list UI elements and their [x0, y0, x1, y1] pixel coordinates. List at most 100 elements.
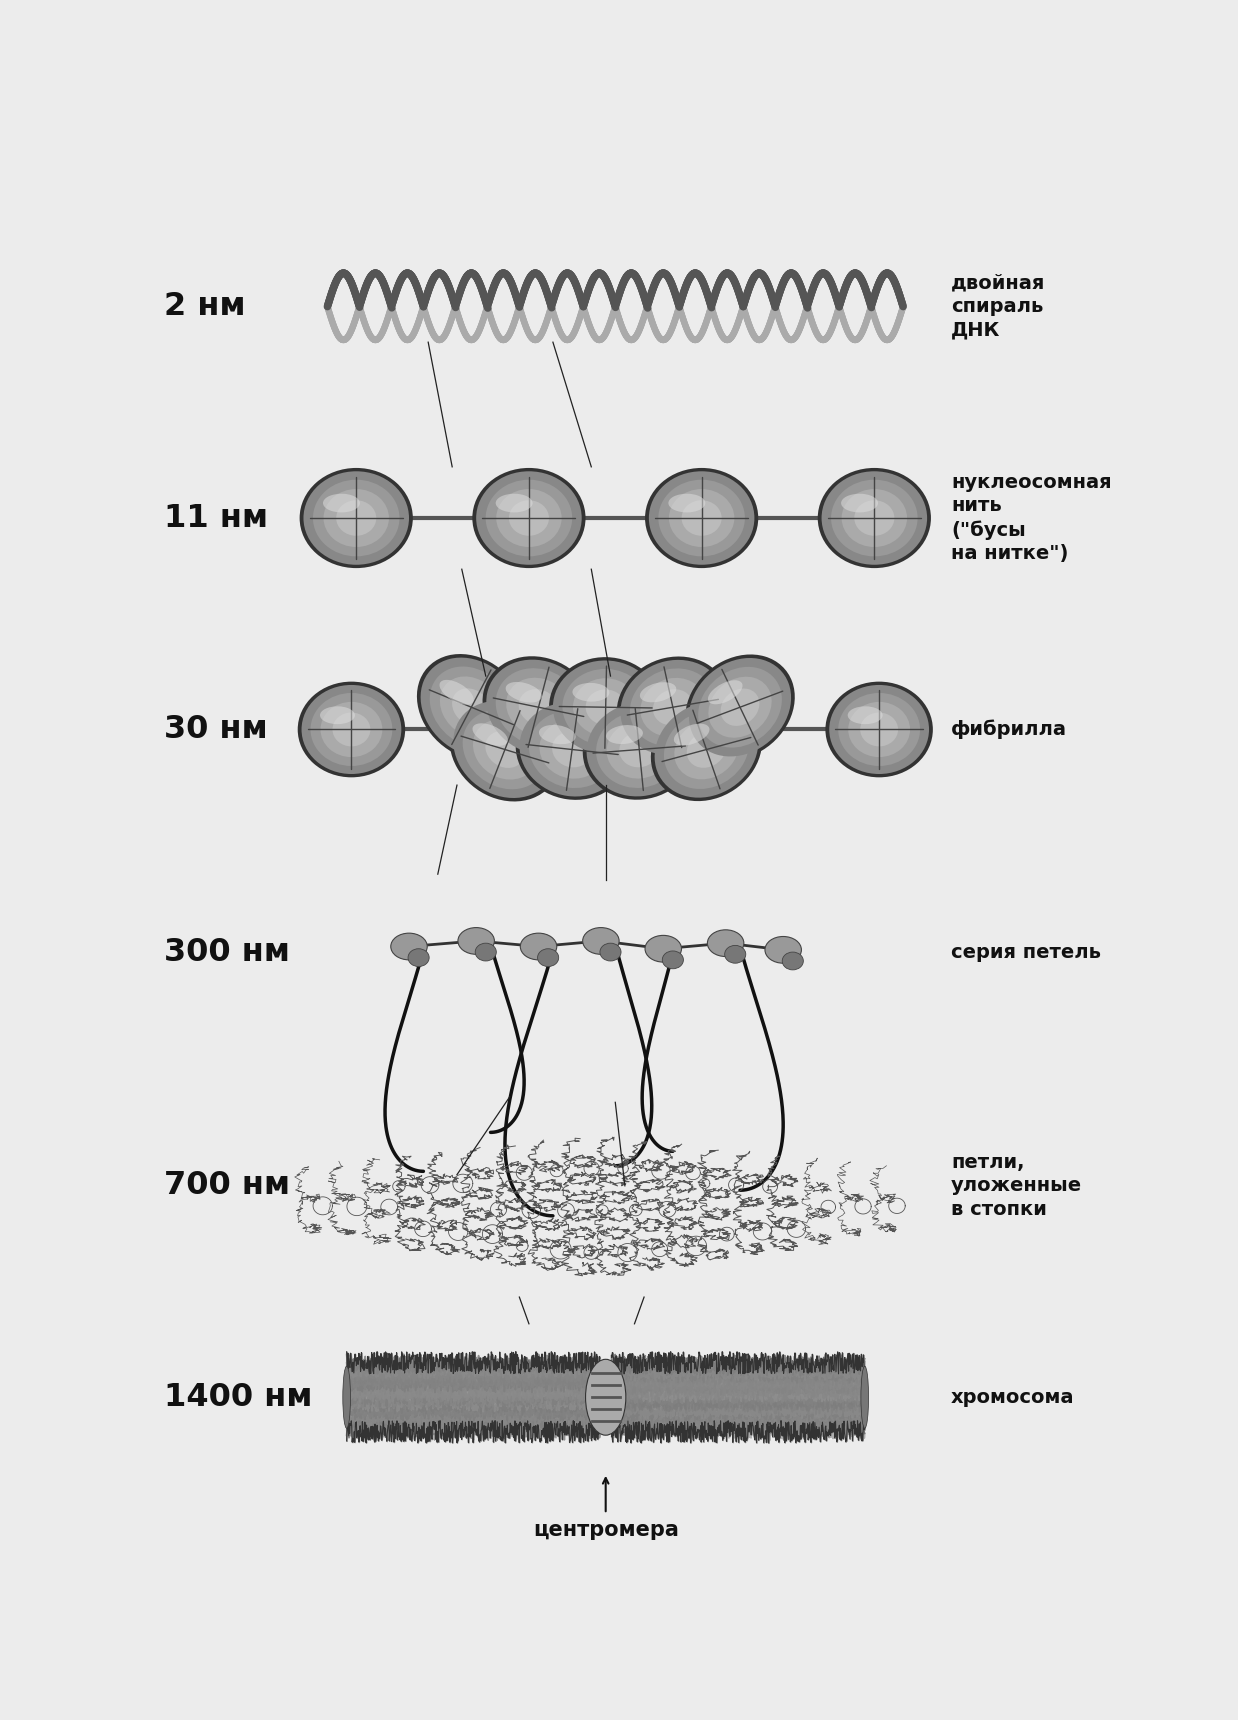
- Ellipse shape: [818, 468, 931, 568]
- Ellipse shape: [473, 468, 586, 568]
- Ellipse shape: [838, 693, 920, 765]
- Ellipse shape: [473, 724, 508, 746]
- Ellipse shape: [673, 724, 709, 745]
- Ellipse shape: [595, 710, 682, 788]
- Ellipse shape: [607, 726, 643, 745]
- Ellipse shape: [572, 683, 609, 702]
- Ellipse shape: [463, 710, 547, 789]
- Ellipse shape: [662, 951, 683, 968]
- Ellipse shape: [848, 702, 910, 757]
- Ellipse shape: [854, 501, 894, 537]
- Ellipse shape: [303, 471, 409, 564]
- Ellipse shape: [645, 936, 681, 961]
- Ellipse shape: [587, 703, 692, 796]
- Ellipse shape: [297, 681, 405, 777]
- Ellipse shape: [848, 707, 883, 724]
- Ellipse shape: [607, 721, 672, 779]
- Ellipse shape: [439, 676, 503, 738]
- Ellipse shape: [300, 468, 412, 568]
- Text: 2 нм: 2 нм: [165, 291, 246, 322]
- Ellipse shape: [485, 731, 525, 767]
- Ellipse shape: [495, 494, 532, 513]
- Ellipse shape: [409, 949, 430, 967]
- Ellipse shape: [323, 494, 360, 513]
- Ellipse shape: [669, 494, 706, 513]
- Ellipse shape: [826, 681, 933, 777]
- Text: фибрилла: фибрилла: [951, 719, 1067, 740]
- Ellipse shape: [537, 949, 558, 967]
- Ellipse shape: [562, 669, 649, 745]
- Ellipse shape: [708, 681, 743, 703]
- Ellipse shape: [860, 1366, 869, 1428]
- Ellipse shape: [323, 488, 389, 547]
- Ellipse shape: [630, 669, 716, 746]
- Ellipse shape: [540, 721, 604, 779]
- Ellipse shape: [520, 702, 625, 796]
- Ellipse shape: [321, 702, 383, 757]
- Text: 30 нм: 30 нм: [165, 714, 269, 745]
- Ellipse shape: [707, 931, 744, 956]
- Ellipse shape: [458, 927, 494, 955]
- Ellipse shape: [675, 719, 739, 779]
- Ellipse shape: [311, 693, 392, 765]
- Ellipse shape: [608, 1366, 615, 1428]
- Ellipse shape: [645, 468, 758, 568]
- Ellipse shape: [539, 724, 576, 745]
- Ellipse shape: [640, 683, 676, 702]
- Ellipse shape: [417, 654, 526, 760]
- Ellipse shape: [687, 731, 727, 767]
- Ellipse shape: [583, 927, 619, 955]
- Ellipse shape: [765, 936, 801, 963]
- Ellipse shape: [495, 667, 582, 746]
- Ellipse shape: [669, 488, 734, 547]
- Ellipse shape: [319, 707, 355, 724]
- Ellipse shape: [686, 655, 795, 760]
- Ellipse shape: [483, 657, 594, 759]
- Text: 1400 нм: 1400 нм: [165, 1381, 313, 1412]
- Ellipse shape: [842, 488, 907, 547]
- Text: двойная
спираль
ДНК: двойная спираль ДНК: [951, 273, 1045, 339]
- Ellipse shape: [651, 698, 763, 802]
- Text: 11 нм: 11 нм: [165, 502, 269, 533]
- Ellipse shape: [496, 488, 562, 547]
- Ellipse shape: [529, 710, 615, 788]
- Ellipse shape: [586, 690, 625, 726]
- Ellipse shape: [831, 480, 917, 556]
- Ellipse shape: [573, 678, 639, 736]
- Ellipse shape: [520, 934, 557, 960]
- Ellipse shape: [597, 1366, 604, 1428]
- Ellipse shape: [550, 657, 662, 757]
- Ellipse shape: [664, 710, 749, 789]
- Ellipse shape: [487, 660, 591, 755]
- Ellipse shape: [302, 685, 401, 774]
- Ellipse shape: [337, 501, 376, 537]
- Ellipse shape: [829, 685, 928, 774]
- Text: центромера: центромера: [532, 1520, 678, 1539]
- Ellipse shape: [724, 946, 745, 963]
- Text: нуклеосомная
нить
("бусы
на нитке"): нуклеосомная нить ("бусы на нитке"): [951, 473, 1112, 562]
- Ellipse shape: [485, 480, 572, 556]
- FancyBboxPatch shape: [155, 206, 1114, 1531]
- Text: хромосома: хромосома: [951, 1388, 1075, 1407]
- Ellipse shape: [782, 953, 803, 970]
- Ellipse shape: [617, 657, 729, 759]
- Ellipse shape: [421, 657, 522, 757]
- Ellipse shape: [473, 719, 537, 779]
- Ellipse shape: [620, 660, 725, 755]
- Ellipse shape: [552, 731, 592, 767]
- Ellipse shape: [721, 688, 759, 726]
- Ellipse shape: [449, 698, 561, 802]
- Text: петли,
уложенные
в стопки: петли, уложенные в стопки: [951, 1152, 1082, 1219]
- Ellipse shape: [698, 667, 782, 748]
- Ellipse shape: [509, 501, 548, 537]
- Ellipse shape: [708, 676, 771, 738]
- Ellipse shape: [586, 1359, 626, 1434]
- Ellipse shape: [690, 659, 791, 757]
- Ellipse shape: [553, 660, 659, 753]
- Ellipse shape: [682, 501, 722, 537]
- Ellipse shape: [516, 698, 629, 800]
- Ellipse shape: [860, 712, 898, 746]
- Ellipse shape: [475, 943, 496, 961]
- Ellipse shape: [659, 480, 745, 556]
- Ellipse shape: [652, 690, 693, 726]
